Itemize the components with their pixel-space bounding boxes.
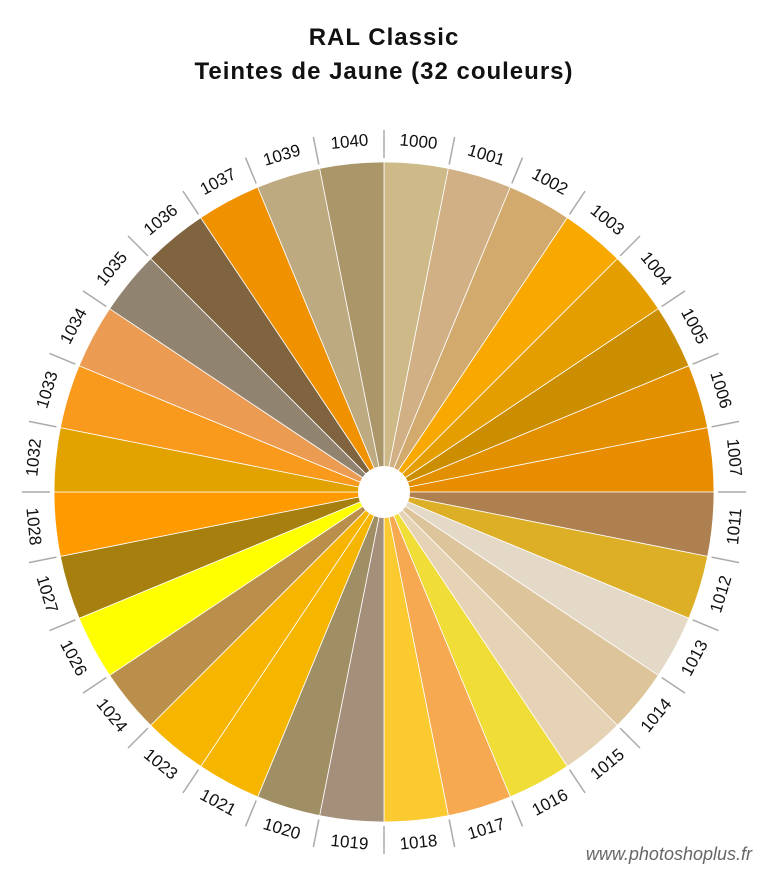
tick-30	[244, 157, 257, 184]
slice-label-1034: 1034	[56, 305, 91, 347]
slice-label-1003: 1003	[587, 201, 628, 240]
slice-label-1002: 1002	[529, 164, 571, 199]
footer-credit: www.photoshoplus.fr	[585, 844, 752, 864]
slice-label-1036: 1036	[140, 201, 181, 240]
slice-label-1024: 1024	[93, 695, 132, 736]
tick-21	[82, 676, 107, 694]
slice-label-1019: 1019	[330, 831, 370, 854]
slice-label-1014: 1014	[637, 695, 676, 736]
tick-14	[511, 800, 524, 827]
tick-22	[49, 619, 76, 632]
tick-3	[568, 190, 586, 215]
tick-28	[127, 235, 149, 257]
slice-label-1007: 1007	[723, 438, 746, 478]
tick-2	[511, 157, 524, 184]
tick-25	[28, 420, 57, 428]
slice-label-1005: 1005	[677, 305, 712, 347]
slice-label-1027: 1027	[33, 573, 62, 615]
tick-10	[692, 619, 719, 632]
chart-title: RAL Classic	[308, 24, 460, 51]
slice-label-1039: 1039	[261, 141, 303, 170]
tick-12	[619, 727, 641, 749]
tick-27	[82, 290, 107, 308]
slice-label-1004: 1004	[637, 248, 676, 289]
slice-label-1026: 1026	[56, 637, 91, 679]
slice-label-1020: 1020	[261, 814, 303, 843]
tick-18	[244, 800, 257, 827]
slice-label-1013: 1013	[677, 637, 712, 679]
slice-label-1011: 1011	[723, 507, 745, 545]
center-hole	[358, 466, 410, 518]
slice-label-1033: 1033	[33, 369, 62, 411]
tick-7	[711, 420, 740, 428]
chart-subtitle: Teintes de Jaune (32 couleurs)	[194, 58, 574, 85]
slice-label-1028: 1028	[22, 507, 45, 547]
slice-label-1032: 1032	[22, 438, 45, 478]
slice-label-1012: 1012	[706, 573, 735, 615]
slice-label-1006: 1006	[706, 369, 735, 411]
slice-label-1023: 1023	[140, 745, 181, 784]
slice-label-1001: 1001	[465, 141, 507, 170]
tick-19	[182, 769, 200, 794]
tick-11	[661, 676, 686, 694]
tick-29	[182, 190, 200, 215]
slice-label-1037: 1037	[197, 164, 239, 199]
slice-label-1021: 1021	[197, 785, 239, 820]
slice-1040	[319, 161, 385, 493]
tick-5	[661, 290, 686, 308]
slice-label-1015: 1015	[587, 745, 628, 784]
slice-label-1035: 1035	[93, 248, 132, 289]
slice-label-1016: 1016	[529, 785, 571, 820]
tick-26	[49, 352, 76, 365]
slice-label-1018: 1018	[399, 831, 439, 854]
slice-label-1017: 1017	[465, 814, 507, 843]
tick-15	[448, 819, 456, 848]
tick-31	[312, 136, 320, 165]
slice-label-1000: 1000	[399, 130, 439, 153]
tick-4	[619, 235, 641, 257]
tick-23	[28, 556, 57, 564]
tick-20	[127, 727, 149, 749]
tick-13	[568, 769, 586, 794]
tick-17	[312, 819, 320, 848]
tick-1	[448, 136, 456, 165]
slice-label-1040: 1040	[330, 130, 370, 153]
tick-9	[711, 556, 740, 564]
tick-6	[692, 352, 719, 365]
